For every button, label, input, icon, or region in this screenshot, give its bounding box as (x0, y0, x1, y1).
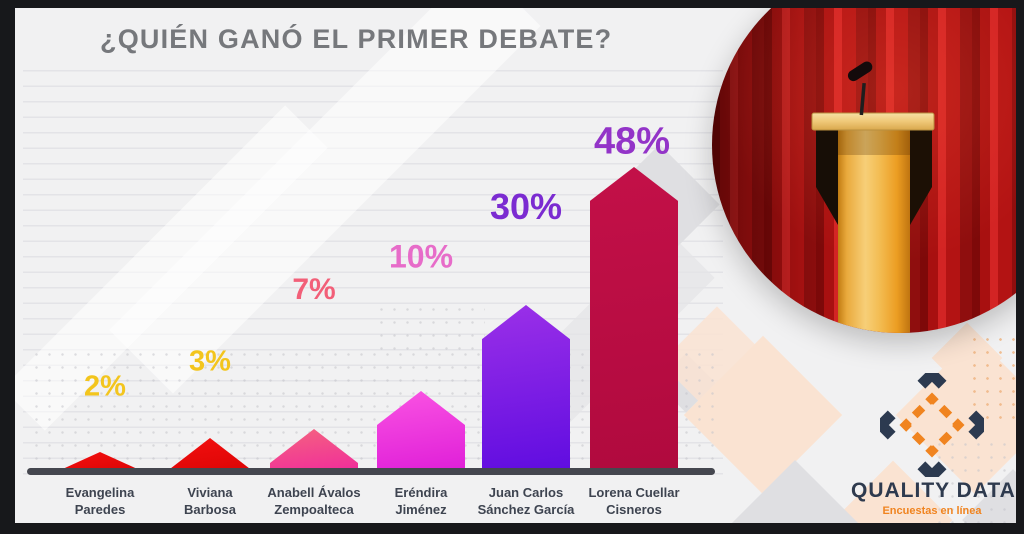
microphone-stand (859, 82, 866, 116)
category-label-1: Evangelina Paredes (65, 485, 135, 517)
podium-right-shadow (910, 129, 932, 225)
logo-tagline: Encuestas en línea (882, 505, 982, 517)
dot-grid (933, 438, 1016, 523)
dot-grid (375, 303, 485, 353)
bar-6 (590, 167, 678, 472)
value-label-3: 7% (292, 273, 336, 306)
value-label-6: 48% (593, 120, 671, 163)
value-label-5: 30% (489, 186, 563, 227)
podium-top-board (811, 112, 935, 131)
podium-left-shadow (816, 129, 838, 225)
value-label-4: 10% (388, 238, 454, 275)
category-label-6: Lorena Cuellar Cisneros (588, 485, 680, 517)
quality-data-logo-icon (880, 373, 984, 477)
category-label-3: Anabell Ávalos Zempoalteca (267, 485, 361, 517)
category-label-2: Viviana Barbosa (183, 485, 237, 517)
chart-title: ¿QUIÉN GANÓ EL PRIMER DEBATE? (100, 24, 613, 54)
bar-5 (482, 305, 570, 472)
podium-top-shade (838, 129, 910, 155)
category-label-5: Juan Carlos Sánchez García (477, 485, 575, 517)
podium-front-panel (838, 129, 910, 333)
logo-name: QUALITY DATA (851, 479, 1016, 502)
value-label-2: 3% (189, 345, 231, 378)
podium-illustration (811, 61, 935, 333)
category-label-4: Eréndira Jiménez (394, 485, 448, 517)
dot-grid-orange (968, 333, 1016, 421)
value-label-1: 2% (84, 370, 126, 403)
quality-data-logo: QUALITY DATA Encuestas en línea (851, 373, 1016, 517)
x-axis-line (27, 468, 715, 475)
microphone-icon (847, 61, 873, 82)
chart-canvas: ¿QUIÉN GANÓ EL PRIMER DEBATE? 2% Evangeli… (15, 8, 1016, 523)
podium-photo (712, 8, 1016, 333)
